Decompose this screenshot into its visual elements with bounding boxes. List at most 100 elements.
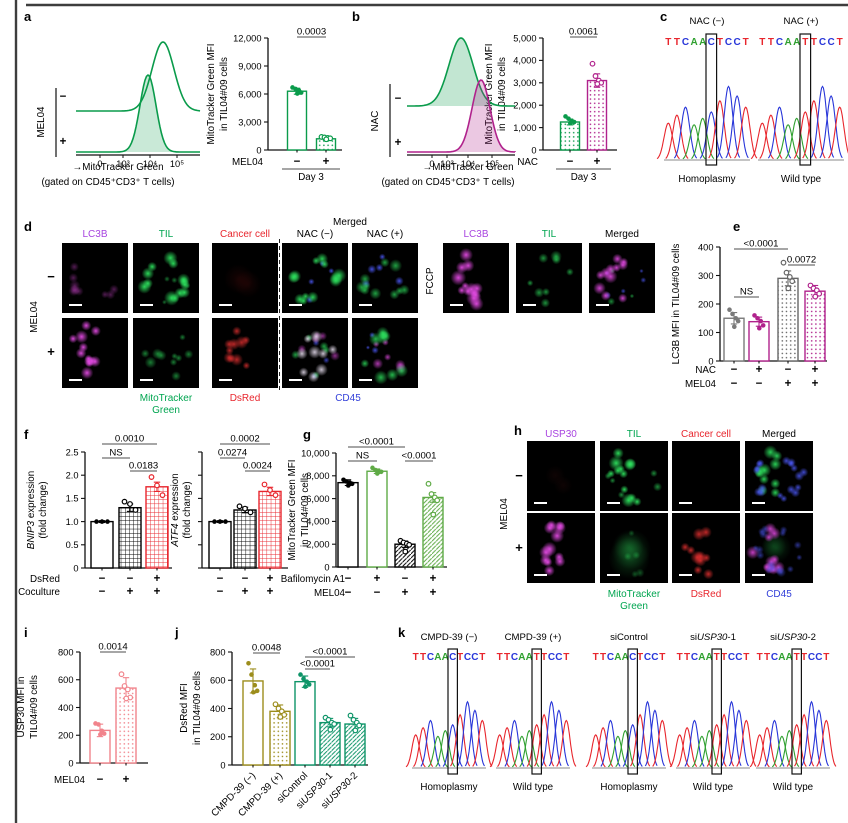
- svg-text:T: T: [534, 652, 540, 663]
- svg-text:T: T: [563, 652, 569, 663]
- svg-text:A: A: [442, 652, 449, 663]
- svg-text:NAC: NAC: [695, 365, 716, 376]
- svg-text:NS: NS: [109, 448, 122, 459]
- svg-text:C: C: [708, 37, 715, 48]
- svg-text:siControl: siControl: [610, 632, 648, 643]
- svg-text:100: 100: [698, 328, 714, 338]
- scale-bar: [523, 303, 536, 306]
- scale-bar: [219, 378, 232, 381]
- svg-text:C: C: [427, 652, 434, 663]
- svg-text:NS: NS: [740, 287, 753, 298]
- svg-text:Wild type: Wild type: [513, 782, 554, 793]
- svg-text:A: A: [706, 652, 713, 663]
- svg-text:3,000: 3,000: [513, 78, 536, 88]
- svg-text:T: T: [677, 652, 683, 663]
- svg-text:MEL04: MEL04: [314, 588, 346, 599]
- svg-text:0: 0: [708, 356, 713, 366]
- svg-text:ATF4 expression: ATF4 expression: [170, 473, 181, 547]
- microscopy-tile: [527, 513, 595, 583]
- svg-text:−: −: [97, 774, 104, 786]
- panel-f-atf4-expression-bar-chart: ATF4 expression (fold change) 0.0002 0.0274…: [170, 434, 288, 598]
- svg-text:in TIL04#09 cells: in TIL04#09 cells: [300, 473, 311, 547]
- svg-text:600: 600: [58, 675, 74, 685]
- scale-bar: [679, 573, 692, 576]
- svg-text:6,000: 6,000: [238, 89, 261, 99]
- svg-text:2.5: 2.5: [66, 447, 79, 457]
- svg-text:in TIL04#09 cells: in TIL04#09 cells: [219, 57, 230, 131]
- svg-text:0: 0: [429, 159, 434, 169]
- svg-text:+: +: [785, 378, 792, 390]
- microscopy-tile: [672, 441, 740, 511]
- scale-bar: [607, 573, 620, 576]
- microscopy-tile: [282, 243, 348, 313]
- svg-text:Cancer cell: Cancer cell: [681, 429, 731, 440]
- svg-text:DsRed: DsRed: [30, 574, 60, 585]
- svg-text:T: T: [768, 37, 774, 48]
- svg-text:T: T: [801, 652, 807, 663]
- svg-text:A: A: [614, 652, 621, 663]
- microscopy-tile: [62, 318, 128, 388]
- svg-text:NAC (+): NAC (+): [784, 16, 819, 27]
- svg-text:TIL: TIL: [627, 429, 642, 440]
- scale-bar: [289, 378, 302, 381]
- svg-text:NS: NS: [356, 451, 369, 462]
- panel-e-label: e: [733, 219, 741, 234]
- svg-text:T: T: [794, 652, 800, 663]
- svg-text:+: +: [323, 156, 330, 168]
- panel-b-label: b: [352, 9, 360, 24]
- svg-text:Cancer cell: Cancer cell: [220, 229, 270, 240]
- svg-text:+: +: [47, 344, 55, 359]
- svg-text:siUSP30-1: siUSP30-1: [690, 632, 736, 643]
- svg-text:+: +: [242, 586, 249, 598]
- svg-text:T: T: [823, 652, 829, 663]
- scale-bar: [534, 573, 547, 576]
- svg-text:0.0010: 0.0010: [115, 434, 144, 445]
- scale-bar: [596, 303, 609, 306]
- svg-text:1,000: 1,000: [513, 123, 536, 133]
- svg-text:10,000: 10,000: [301, 448, 329, 458]
- microscopy-tile: [527, 441, 595, 511]
- svg-text:Wild type: Wild type: [693, 782, 734, 793]
- panel-j-dsred-mfi-bar-chart: 0 200 400 600 800 DsRed MFI in TIL04#09 cells 0…: [179, 643, 368, 819]
- svg-text:A: A: [690, 37, 697, 48]
- svg-text:400: 400: [58, 703, 74, 713]
- svg-text:T: T: [743, 37, 749, 48]
- svg-text:LC3B: LC3B: [463, 229, 488, 240]
- svg-text:−: −: [60, 91, 67, 103]
- svg-text:MEL04: MEL04: [685, 379, 717, 390]
- svg-text:+: +: [594, 156, 601, 168]
- svg-text:Merged: Merged: [605, 229, 639, 240]
- svg-text:−: −: [345, 573, 352, 585]
- panel-a-label: a: [24, 9, 32, 24]
- scale-bar: [69, 378, 82, 381]
- panel-d-label: d: [24, 219, 32, 234]
- svg-text:A: A: [784, 37, 791, 48]
- svg-text:MEL04: MEL04: [232, 157, 264, 168]
- svg-text:CMPD-39 (−): CMPD-39 (−): [421, 632, 478, 643]
- svg-text:in TIL04#09 cells: in TIL04#09 cells: [192, 671, 203, 745]
- microscopy-tile: [212, 318, 278, 388]
- panel-i-usp30-mfi-bar-chart: 0 200 400 600 800 USP30 MFI in TIL04#09 cells 0…: [16, 642, 148, 786]
- svg-text:−: −: [515, 468, 523, 483]
- svg-text:−: −: [345, 587, 352, 599]
- svg-text:T: T: [420, 652, 426, 663]
- svg-text:+: +: [430, 573, 437, 585]
- svg-text:−: −: [217, 586, 224, 598]
- svg-text:A: A: [622, 652, 629, 663]
- svg-text:(gated on CD45⁺CD3⁺ T cells): (gated on CD45⁺CD3⁺ T cells): [41, 177, 174, 188]
- svg-text:NAC: NAC: [370, 111, 381, 132]
- svg-text:600: 600: [210, 676, 226, 686]
- svg-text:MEL04: MEL04: [499, 498, 510, 530]
- svg-text:MEL04: MEL04: [36, 106, 47, 138]
- svg-text:<0.0001: <0.0001: [359, 437, 394, 448]
- svg-text:+: +: [127, 586, 134, 598]
- microscopy-tile: [443, 243, 509, 313]
- svg-text:C: C: [808, 652, 815, 663]
- svg-text:NAC (−): NAC (−): [690, 16, 725, 27]
- svg-text:MitoTracker: MitoTracker: [608, 589, 661, 600]
- svg-text:+: +: [756, 364, 763, 376]
- svg-text:NAC (−): NAC (−): [297, 229, 333, 240]
